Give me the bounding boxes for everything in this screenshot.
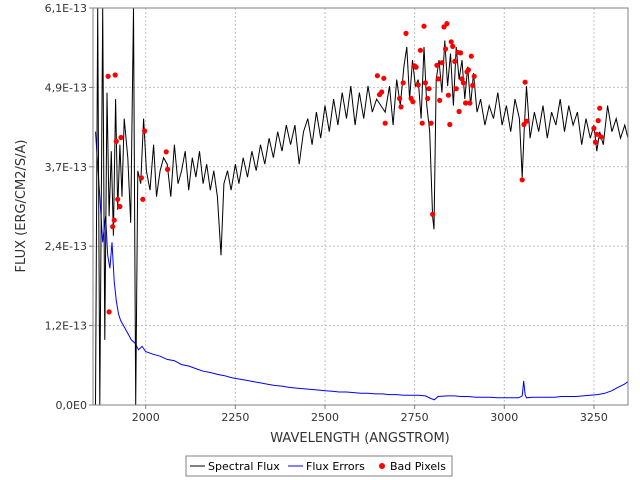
- bad-pixel-point: [426, 86, 432, 92]
- y-tick-label: 4,9E-13: [45, 81, 87, 94]
- y-tick-label: 6,1E-13: [45, 2, 87, 15]
- bad-pixel-point: [430, 211, 436, 217]
- y-tick-label: 3,7E-13: [45, 161, 87, 174]
- x-axis-ticks: 2000 2250 2500 2750 3000 3250: [132, 405, 608, 424]
- bad-pixel-point: [428, 120, 434, 126]
- bad-pixel-point: [138, 175, 144, 181]
- bad-pixel-point: [591, 125, 597, 131]
- y-tick-label: 1,2E-13: [45, 320, 87, 333]
- bad-pixel-point: [465, 67, 471, 73]
- bad-pixel-point: [110, 224, 116, 230]
- bad-pixel-point: [594, 131, 600, 137]
- bad-pixel-point: [117, 203, 123, 210]
- bad-pixel-point: [419, 120, 425, 126]
- series-line-spectral-flux: [95, 8, 628, 405]
- y-tick-label: 0,0E0: [56, 399, 87, 412]
- bad-pixel-point: [442, 46, 449, 52]
- bad-pixel-point: [437, 97, 443, 103]
- bad-pixel-point: [597, 105, 603, 111]
- legend-label-bad-pixels: Bad Pixels: [390, 460, 446, 473]
- plot-frame: [92, 7, 629, 406]
- x-tick-label: 3250: [580, 411, 608, 424]
- bad-pixel-point: [118, 134, 124, 141]
- bad-pixel-point: [422, 80, 428, 86]
- bad-pixel-point: [468, 53, 474, 59]
- bad-pixel-point: [163, 149, 169, 155]
- legend-label-flux-errors: Flux Errors: [306, 460, 365, 473]
- bad-pixel-point: [413, 64, 419, 70]
- bad-pixel-point: [415, 82, 421, 88]
- y-axis-title: FLUX (ERG/CM2/S/A): [14, 140, 29, 273]
- x-tick-label: 2250: [221, 411, 249, 424]
- bad-pixel-point: [522, 79, 528, 85]
- x-tick-label: 2000: [132, 411, 160, 424]
- bad-pixel-point: [595, 118, 601, 124]
- bad-pixel-point: [439, 60, 445, 66]
- bad-pixel-point: [142, 128, 148, 134]
- bad-pixel-point: [592, 139, 599, 145]
- legend-box: [185, 455, 453, 477]
- bad-pixel-point: [115, 196, 121, 202]
- bad-pixel-point: [410, 99, 416, 105]
- bad-pixel-point: [113, 138, 119, 144]
- series-line-flux-errors: [95, 131, 628, 401]
- bad-pixel-point: [471, 73, 477, 79]
- bad-pixel-point: [444, 21, 450, 27]
- bad-pixel-point: [460, 80, 466, 86]
- series-layer: [95, 8, 628, 405]
- bad-pixel-point: [417, 47, 423, 53]
- bad-pixel-point: [457, 50, 464, 56]
- bad-pixel-point: [450, 43, 456, 50]
- bad-pixel-point: [459, 76, 465, 82]
- bad-pixel-point: [112, 72, 118, 78]
- bad-pixel-point: [140, 196, 146, 202]
- bad-pixel-point: [379, 89, 385, 95]
- legend-marker-bad-pixels: [379, 463, 385, 469]
- y-axis-ticks: 0,0E0 1,2E-13 2,4E-13 3,7E-13 4,9E-13 6,1E-13: [45, 2, 93, 412]
- bad-pixel-point: [397, 95, 403, 102]
- x-axis-title: WAVELENGTH (ANGSTROM): [270, 431, 449, 446]
- bad-pixel-point: [452, 58, 458, 64]
- bad-pixel-point: [519, 177, 525, 183]
- bad-pixel-point: [374, 73, 380, 79]
- bad-pixel-point: [403, 30, 409, 36]
- bad-pixel-point: [421, 23, 427, 29]
- bad-pixel-point: [467, 100, 473, 106]
- x-tick-label: 2500: [311, 411, 339, 424]
- plot-background: [93, 8, 628, 405]
- x-tick-label: 2750: [401, 411, 429, 424]
- bad-pixel-point: [434, 62, 440, 68]
- bad-pixel-point: [456, 108, 462, 115]
- bad-pixel-point: [165, 166, 171, 172]
- bad-pixel-point: [106, 309, 112, 315]
- bad-pixel-point: [447, 121, 453, 128]
- bad-pixel-point: [523, 118, 530, 124]
- bad-pixel-point: [463, 100, 469, 106]
- bad-pixel-point: [105, 73, 111, 79]
- bad-pixel-point: [398, 104, 404, 110]
- x-tick-label: 3000: [490, 411, 518, 424]
- bad-pixel-point: [445, 92, 451, 98]
- bad-pixel-point: [435, 76, 441, 82]
- bad-pixel-point: [382, 120, 388, 126]
- bad-pixel-point: [381, 75, 387, 81]
- legend: Spectral Flux Flux Errors Bad Pixels: [185, 455, 453, 477]
- bad-pixel-point: [111, 217, 117, 223]
- y-tick-label: 2,4E-13: [45, 240, 87, 253]
- bad-pixel-point: [448, 39, 454, 45]
- legend-label-spectral-flux: Spectral Flux: [208, 460, 280, 473]
- bad-pixel-point: [453, 86, 459, 92]
- bad-pixel-point: [400, 80, 406, 86]
- bad-pixel-point: [425, 95, 431, 102]
- bad-pixel-point: [598, 134, 604, 140]
- bad-pixel-point: [470, 82, 476, 88]
